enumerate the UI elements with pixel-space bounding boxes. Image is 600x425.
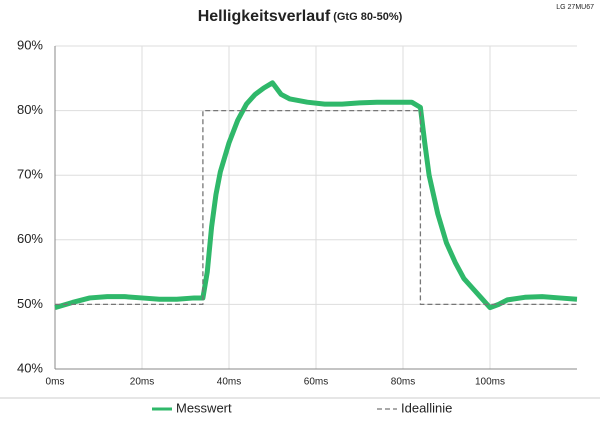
series-line: [55, 109, 577, 306]
chart-title: Helligkeitsverlauf (GtG 80-50%): [198, 8, 403, 25]
legend-label: Ideallinie: [401, 400, 452, 415]
y-tick-label: 60%: [17, 231, 43, 246]
x-tick-label: 60ms: [304, 377, 328, 388]
x-tick-label: 100ms: [475, 377, 505, 388]
title-sub: (GtG 80-50%): [333, 11, 402, 23]
y-tick-label: 40%: [17, 360, 43, 375]
y-tick-label: 70%: [17, 167, 43, 182]
title-main: Helligkeitsverlauf: [198, 8, 331, 25]
x-tick-label: 0ms: [46, 377, 65, 388]
series-line: [54, 80, 578, 311]
x-tick-label: 20ms: [130, 377, 154, 388]
corner-label: LG 27MU67: [556, 4, 594, 11]
legend-label: Messwert: [176, 400, 232, 415]
x-tick-label: 40ms: [217, 377, 241, 388]
x-tick-label: 80ms: [391, 377, 415, 388]
y-tick-label: 80%: [17, 102, 43, 117]
y-tick-label: 90%: [17, 37, 43, 52]
y-tick-label: 50%: [17, 296, 43, 311]
